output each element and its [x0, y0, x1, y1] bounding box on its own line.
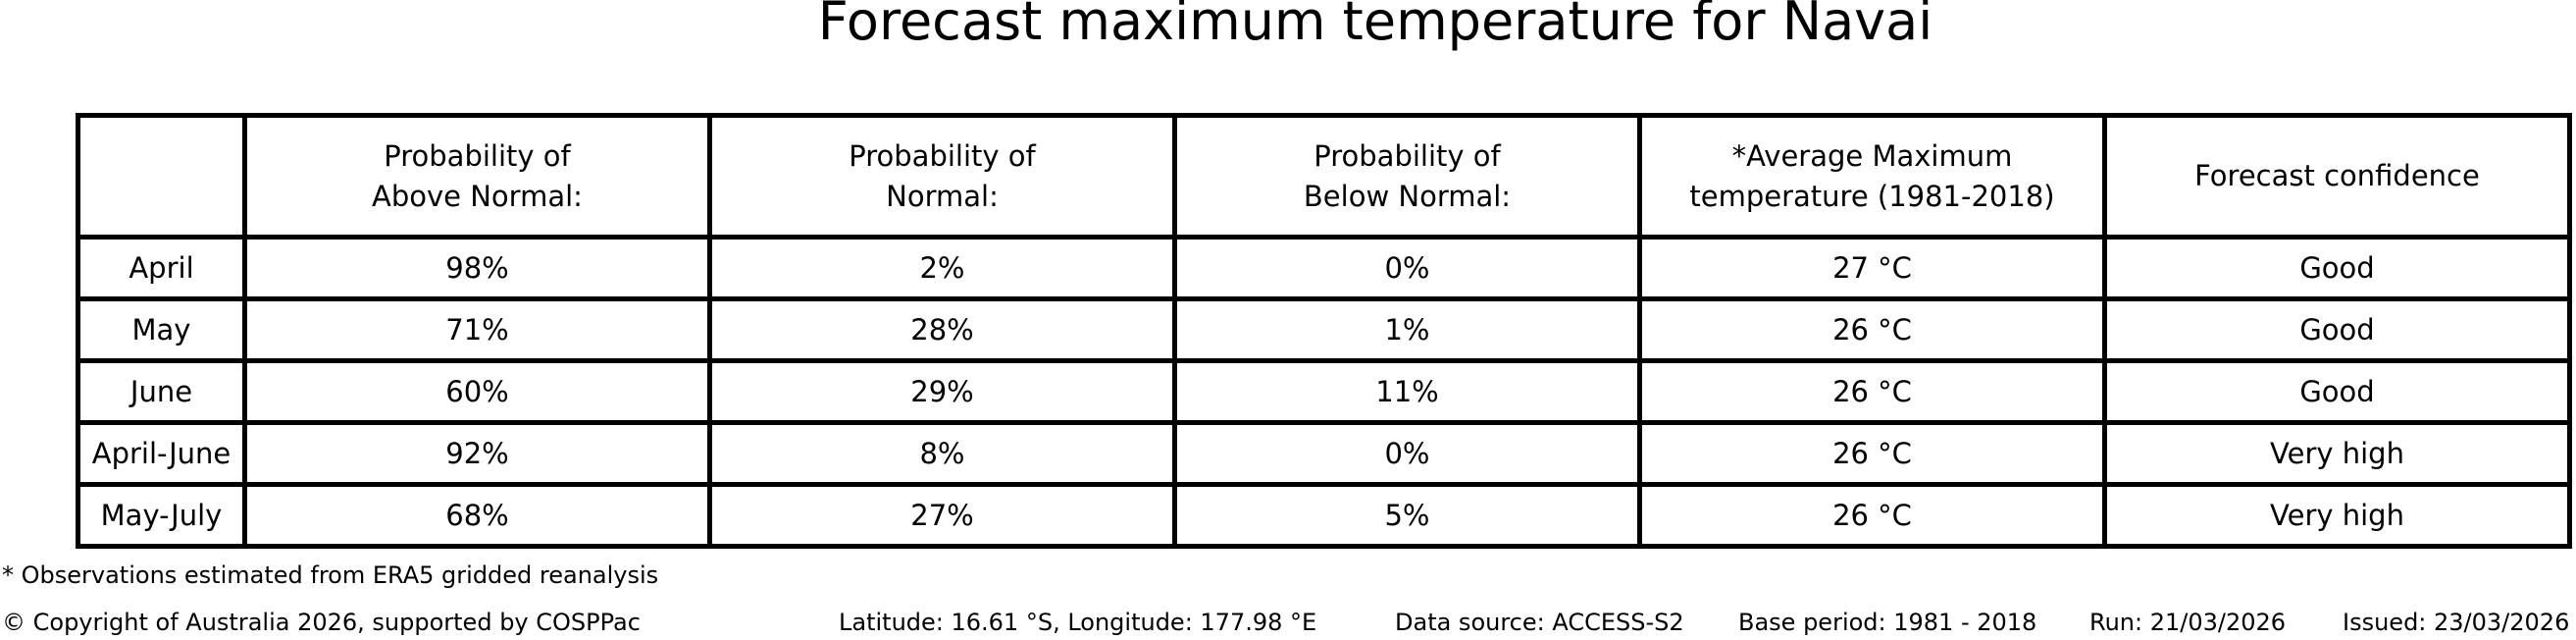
column-header-line: Above Normal: — [372, 179, 583, 213]
row-label: April — [76, 235, 247, 301]
row-label: May — [76, 296, 247, 363]
cell-forecast-confidence: Good — [2102, 296, 2572, 363]
cell-forecast-confidence: Very high — [2102, 420, 2572, 487]
cell-above-normal: 71% — [242, 296, 712, 363]
base-period-text: Base period: 1981 - 2018 — [1738, 609, 2037, 636]
column-header-line: Normal: — [886, 179, 999, 213]
column-header-normal: Probability of Normal: — [707, 113, 1177, 240]
cell-normal: 8% — [707, 420, 1177, 487]
column-header-line: Forecast confidence — [2194, 159, 2480, 193]
row-label: June — [76, 358, 247, 425]
column-header-above-normal: Probability of Above Normal: — [242, 113, 712, 240]
column-header-line: *Average Maximum — [1731, 138, 2013, 173]
cell-forecast-confidence: Very high — [2102, 482, 2572, 549]
cell-below-normal: 0% — [1172, 235, 1642, 301]
cell-average-max-temp: 26 °C — [1637, 296, 2107, 363]
column-header-below-normal: Probability of Below Normal: — [1172, 113, 1642, 240]
page-title: Forecast maximum temperature for Navai — [817, 0, 1933, 52]
row-label: April-June — [76, 420, 247, 487]
cell-above-normal: 98% — [242, 235, 712, 301]
table-row: June 60% 29% 11% 26 °C Good — [76, 358, 2572, 425]
run-date-text: Run: 21/03/2026 — [2089, 609, 2287, 636]
cell-above-normal: 68% — [242, 482, 712, 549]
table-corner-cell — [76, 113, 247, 240]
cell-forecast-confidence: Good — [2102, 358, 2572, 425]
table-row: May 71% 28% 1% 26 °C Good — [76, 296, 2572, 363]
cell-normal: 28% — [707, 296, 1177, 363]
cell-below-normal: 11% — [1172, 358, 1642, 425]
copyright-text: © Copyright of Australia 2026, supported… — [2, 609, 641, 636]
table-row: April 98% 2% 0% 27 °C Good — [76, 235, 2572, 301]
data-source-text: Data source: ACCESS-S2 — [1395, 609, 1684, 636]
cell-normal: 2% — [707, 235, 1177, 301]
column-header-line: Probability of — [384, 138, 571, 173]
cell-normal: 27% — [707, 482, 1177, 549]
cell-below-normal: 5% — [1172, 482, 1642, 549]
cell-above-normal: 60% — [242, 358, 712, 425]
cell-average-max-temp: 27 °C — [1637, 235, 2107, 301]
table-row: April-June 92% 8% 0% 26 °C Very high — [76, 420, 2572, 487]
row-label: May-July — [76, 482, 247, 549]
column-header-forecast-confidence: Forecast confidence — [2102, 113, 2572, 240]
cell-average-max-temp: 26 °C — [1637, 358, 2107, 425]
cell-forecast-confidence: Good — [2102, 235, 2572, 301]
observations-footnote: * Observations estimated from ERA5 gridd… — [2, 561, 659, 589]
cell-above-normal: 92% — [242, 420, 712, 487]
table-header-row: Probability of Above Normal: Probability… — [76, 113, 2572, 240]
column-header-line: Probability of — [849, 138, 1036, 173]
table-row: May-July 68% 27% 5% 26 °C Very high — [76, 482, 2572, 549]
issued-date-text: Issued: 23/03/2026 — [2343, 609, 2570, 636]
cell-normal: 29% — [707, 358, 1177, 425]
lat-long-text: Latitude: 16.61 °S, Longitude: 177.98 °E — [839, 609, 1317, 636]
column-header-average-max-temp: *Average Maximum temperature (1981-2018) — [1637, 113, 2107, 240]
cell-below-normal: 1% — [1172, 296, 1642, 363]
column-header-line: temperature (1981-2018) — [1689, 179, 2055, 213]
column-header-line: Below Normal: — [1303, 179, 1512, 213]
cell-average-max-temp: 26 °C — [1637, 420, 2107, 487]
cell-average-max-temp: 26 °C — [1637, 482, 2107, 549]
cell-below-normal: 0% — [1172, 420, 1642, 487]
forecast-table: Probability of Above Normal: Probability… — [76, 113, 2572, 549]
column-header-line: Probability of — [1314, 138, 1501, 173]
